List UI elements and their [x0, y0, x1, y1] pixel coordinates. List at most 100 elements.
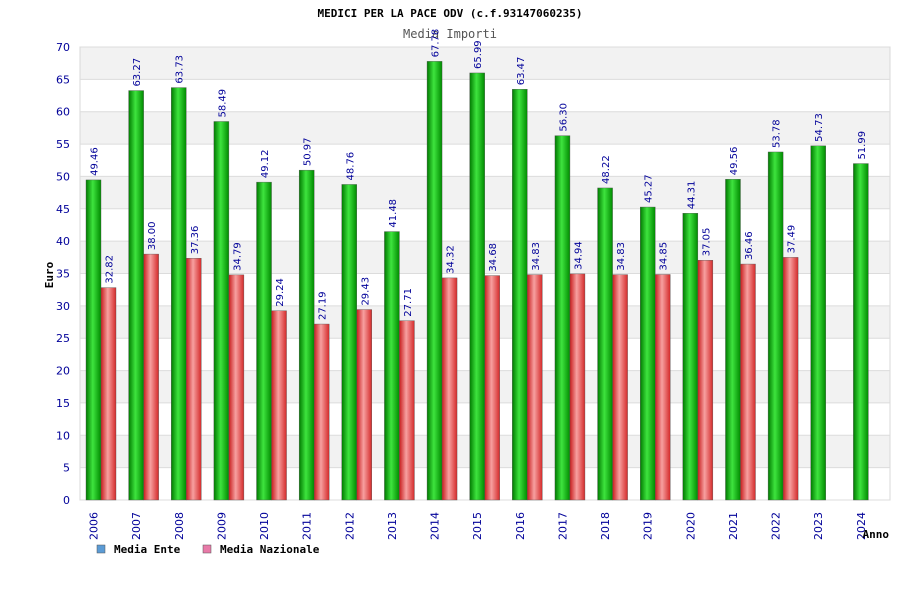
y-tick-label: 55	[56, 138, 70, 151]
bar-value-label: 34.79	[232, 242, 243, 271]
bar-value-label: 53.78	[772, 119, 783, 148]
bar-media-nazionale	[271, 310, 287, 501]
x-tick-label: 2023	[812, 512, 825, 540]
x-axis-ticks: 2006 2007 2008 2009 2010 2011 2012 2013 2014 2015…	[88, 512, 868, 540]
bar-value-label: 29.43	[360, 277, 371, 306]
bar-value-label: 34.85	[659, 242, 670, 271]
y-tick-label: 15	[56, 397, 70, 410]
bar-media-nazionale	[143, 253, 159, 501]
bar-media-ente	[597, 187, 613, 501]
bar-value-label: 38.00	[147, 221, 158, 250]
bar-media-nazionale	[740, 263, 756, 501]
x-tick-label: 2009	[215, 512, 228, 540]
bar-value-label: 37.36	[190, 226, 201, 255]
bar-value-label: 27.71	[403, 288, 414, 317]
bar-value-label: 65.99	[473, 40, 484, 69]
bar-value-label: 34.94	[573, 241, 584, 270]
bar-media-ente	[640, 206, 656, 501]
bar-value-label: 49.56	[729, 147, 740, 176]
x-tick-label: 2014	[429, 512, 442, 540]
x-tick-label: 2008	[173, 512, 186, 540]
y-axis-ticks: 0 5 10 15 20 25 30 35 40 45 50 55 60 65 70	[56, 41, 70, 507]
bar-value-label: 54.73	[814, 113, 825, 142]
bar-media-ente	[298, 169, 315, 501]
legend-swatch-media-ente	[96, 544, 106, 554]
x-tick-label: 2011	[301, 512, 314, 540]
bar-media-ente	[767, 151, 784, 501]
y-tick-label: 20	[56, 365, 70, 378]
bar-media-nazionale	[186, 258, 202, 501]
bar-value-label: 49.12	[260, 149, 271, 178]
x-tick-label: 2016	[514, 512, 527, 540]
y-tick-label: 35	[56, 268, 70, 281]
bar-media-nazionale	[441, 277, 458, 501]
bar-value-label: 63.73	[175, 55, 186, 84]
y-tick-label: 60	[56, 106, 70, 119]
bar-value-label: 34.68	[488, 243, 499, 272]
grid-band	[80, 111, 890, 145]
bar-media-nazionale	[612, 274, 628, 501]
y-tick-label: 45	[56, 203, 70, 216]
bar-value-label: 45.27	[644, 174, 655, 203]
bar-media-ente	[128, 90, 144, 501]
bar-value-label: 27.19	[318, 291, 329, 320]
y-tick-label: 30	[56, 300, 70, 313]
x-tick-label: 2018	[599, 512, 612, 540]
y-tick-label: 50	[56, 170, 70, 183]
x-tick-label: 2024	[855, 512, 868, 540]
bar-media-nazionale	[782, 257, 799, 501]
bar-value-label: 36.46	[744, 231, 755, 260]
x-tick-label: 2021	[727, 512, 740, 540]
legend-swatch-media-nazionale	[202, 544, 212, 554]
bar-media-ente	[213, 121, 230, 501]
x-axis-label: Anno	[863, 528, 890, 541]
grid-band	[80, 47, 890, 80]
bar-value-label: 44.31	[686, 181, 697, 210]
bar-media-nazionale	[527, 274, 543, 501]
x-tick-label: 2012	[343, 512, 356, 540]
x-tick-label: 2007	[130, 512, 143, 540]
bar-media-ente	[810, 145, 826, 501]
bar-value-label: 48.76	[345, 152, 356, 181]
bar-media-nazionale	[399, 320, 415, 501]
x-tick-label: 2010	[258, 512, 271, 540]
bar-media-ente	[469, 72, 485, 501]
bar-media-nazionale	[100, 287, 117, 501]
bar-media-ente	[384, 231, 400, 501]
bar-value-label: 32.82	[105, 255, 116, 284]
y-tick-label: 40	[56, 235, 70, 248]
bar-value-label: 34.83	[531, 242, 542, 271]
bars: 49.46 32.82 63.27 38.00 63.73 37.36 58.49 34.79…	[85, 29, 869, 501]
bar-media-ente	[341, 184, 357, 501]
bar-media-nazionale	[313, 323, 330, 501]
bar-media-ente	[682, 213, 699, 501]
y-tick-label: 70	[56, 41, 70, 54]
y-tick-label: 10	[56, 429, 70, 442]
bar-media-nazionale	[356, 309, 372, 501]
bar-value-label: 50.97	[303, 138, 314, 167]
bar-media-nazionale	[228, 274, 245, 501]
bar-media-ente	[554, 135, 571, 501]
x-tick-label: 2017	[556, 512, 569, 540]
bar-media-ente	[171, 87, 187, 501]
bar-value-label: 58.49	[217, 89, 228, 118]
bar-value-label: 63.27	[132, 58, 143, 87]
x-tick-label: 2020	[684, 512, 697, 540]
legend-label-media-nazionale: Media Nazionale	[220, 543, 320, 556]
legend: Media Ente Media Nazionale	[96, 543, 320, 556]
bar-value-label: 29.24	[275, 278, 286, 307]
y-tick-label: 25	[56, 332, 70, 345]
bar-value-label: 41.48	[388, 199, 399, 228]
bar-media-ente	[853, 163, 869, 501]
bar-media-nazionale	[484, 275, 500, 501]
bar-value-label: 56.30	[558, 103, 569, 132]
bar-media-ente	[512, 89, 528, 501]
bar-value-label: 67.78	[431, 29, 442, 58]
x-tick-label: 2006	[88, 512, 101, 540]
bar-media-nazionale	[697, 260, 714, 501]
bar-value-label: 34.83	[616, 242, 627, 271]
bar-media-ente	[85, 179, 102, 501]
bar-media-nazionale	[569, 273, 586, 501]
bar-value-label: 48.22	[601, 155, 612, 184]
